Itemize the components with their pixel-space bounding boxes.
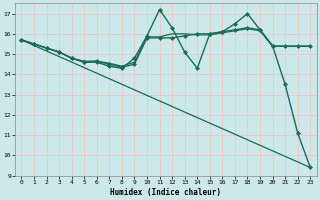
- X-axis label: Humidex (Indice chaleur): Humidex (Indice chaleur): [110, 188, 221, 197]
